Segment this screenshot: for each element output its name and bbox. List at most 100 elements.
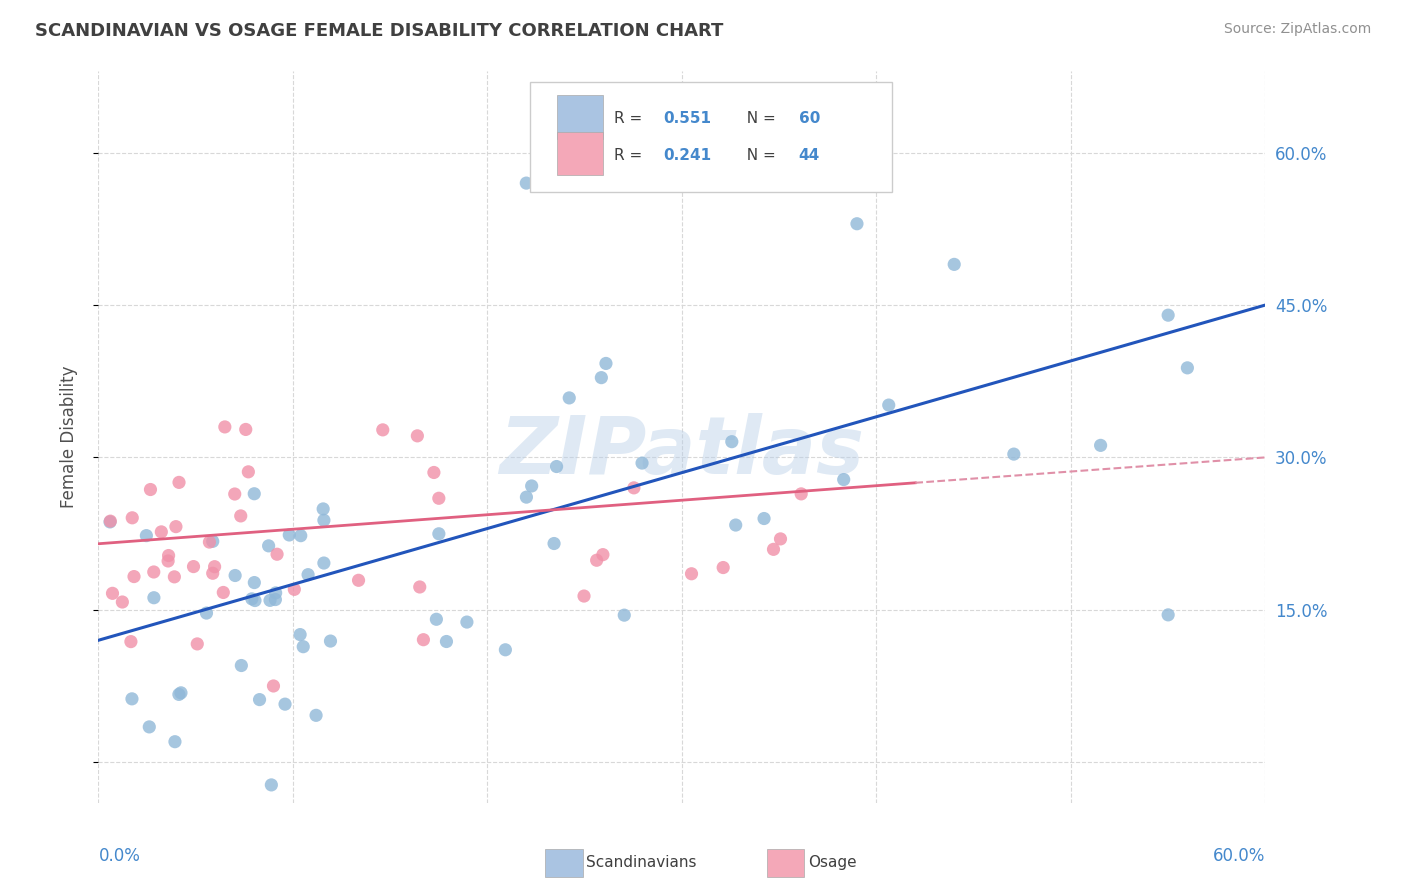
Point [201, 534, 224, 549]
Point [1002, 447, 1025, 461]
Point [371, 423, 394, 437]
Point [138, 720, 160, 734]
Point [111, 595, 134, 609]
Point [167, 687, 190, 701]
Point [249, 692, 271, 706]
Point [224, 487, 246, 501]
Point [312, 502, 335, 516]
Point [425, 612, 447, 626]
Point [120, 634, 142, 648]
Text: 0.241: 0.241 [664, 148, 711, 163]
Point [1157, 607, 1180, 622]
Point [711, 560, 734, 574]
Point [278, 528, 301, 542]
Point [243, 575, 266, 590]
Text: 0.551: 0.551 [664, 112, 711, 127]
Point [572, 589, 595, 603]
Point [195, 606, 218, 620]
Point [121, 691, 143, 706]
Point [257, 539, 280, 553]
Point [292, 640, 315, 654]
Point [546, 459, 568, 474]
Point [877, 398, 900, 412]
Text: ZIPatlas: ZIPatlas [499, 413, 865, 491]
Text: 60: 60 [799, 112, 820, 127]
Point [165, 519, 187, 533]
Point [494, 642, 516, 657]
Point [752, 511, 775, 525]
Point [790, 487, 813, 501]
Point [238, 465, 260, 479]
Point [595, 356, 617, 370]
Point [288, 627, 311, 641]
Point [274, 697, 297, 711]
Point [266, 547, 288, 561]
Text: Scandinavians: Scandinavians [586, 855, 697, 871]
Text: 44: 44 [799, 148, 820, 163]
Point [121, 511, 143, 525]
Point [1177, 360, 1199, 375]
FancyBboxPatch shape [557, 132, 603, 175]
Point [264, 586, 287, 600]
Point [260, 778, 283, 792]
Point [623, 481, 645, 495]
Point [720, 434, 742, 449]
Point [98, 515, 121, 529]
Point [224, 568, 246, 582]
Point [290, 529, 312, 543]
Point [235, 422, 257, 436]
Point [142, 591, 165, 605]
Point [832, 473, 855, 487]
Text: SCANDINAVIAN VS OSAGE FEMALE DISABILITY CORRELATION CHART: SCANDINAVIAN VS OSAGE FEMALE DISABILITY … [35, 22, 724, 40]
Point [312, 556, 335, 570]
Point [585, 553, 607, 567]
Point [229, 508, 252, 523]
Text: Source: ZipAtlas.com: Source: ZipAtlas.com [1223, 22, 1371, 37]
Point [98, 514, 121, 528]
Point [515, 176, 537, 190]
Point [259, 593, 281, 607]
Point [943, 257, 966, 271]
Text: 0.0%: 0.0% [98, 847, 141, 864]
Point [520, 479, 543, 493]
Point [243, 593, 266, 607]
Point [139, 483, 162, 497]
Point [724, 518, 747, 533]
Point [122, 569, 145, 583]
FancyBboxPatch shape [546, 849, 582, 878]
Point [543, 536, 565, 550]
Point [769, 532, 792, 546]
Point [150, 524, 173, 539]
Point [305, 708, 328, 723]
Point [183, 559, 205, 574]
Point [214, 420, 236, 434]
Point [681, 566, 703, 581]
Point [762, 542, 785, 557]
Point [204, 559, 226, 574]
Point [558, 391, 581, 405]
Point [231, 658, 253, 673]
Point [135, 528, 157, 542]
Point [212, 585, 235, 599]
Point [613, 608, 636, 623]
FancyBboxPatch shape [768, 849, 804, 878]
Point [427, 526, 450, 541]
Point [347, 574, 370, 588]
Point [412, 632, 434, 647]
FancyBboxPatch shape [530, 82, 891, 192]
Point [1090, 438, 1112, 452]
Point [167, 475, 190, 490]
Point [163, 570, 186, 584]
Point [1157, 308, 1180, 322]
Point [427, 491, 450, 506]
Point [170, 686, 193, 700]
Point [186, 637, 208, 651]
Point [240, 591, 263, 606]
Text: R =: R = [614, 112, 647, 127]
Point [423, 466, 446, 480]
Point [142, 565, 165, 579]
Point [312, 513, 335, 527]
Point [262, 679, 284, 693]
Point [101, 586, 124, 600]
Text: Osage: Osage [808, 855, 856, 871]
